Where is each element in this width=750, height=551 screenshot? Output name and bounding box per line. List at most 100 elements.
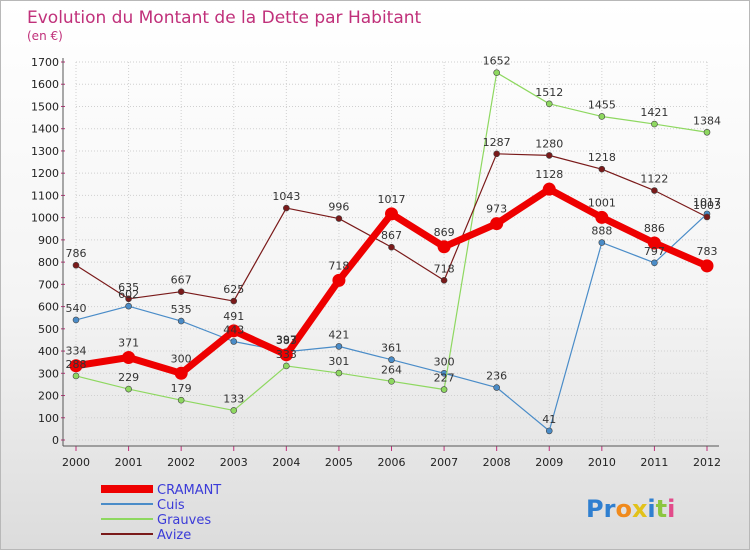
x-tick-label: 2009 xyxy=(535,456,563,469)
data-label: 397 xyxy=(276,334,297,347)
x-tick-label: 2011 xyxy=(640,456,668,469)
y-tick-label: 1700 xyxy=(31,56,59,69)
y-tick-label: 1100 xyxy=(31,189,59,202)
data-point xyxy=(230,407,238,414)
x-tick-label: 2001 xyxy=(115,456,143,469)
data-point xyxy=(72,372,80,380)
legend-label-cuis: Cuis xyxy=(157,498,185,513)
data-point xyxy=(493,384,500,391)
data-label: 996 xyxy=(328,201,349,214)
x-tick-label: 2012 xyxy=(693,456,721,469)
data-point xyxy=(703,128,711,136)
data-point xyxy=(335,215,343,222)
data-label: 1280 xyxy=(535,137,563,150)
data-point xyxy=(72,316,80,324)
data-label: 625 xyxy=(223,283,244,296)
data-label: 1001 xyxy=(588,196,616,209)
data-label: 973 xyxy=(486,203,507,216)
data-point xyxy=(174,366,188,380)
data-label: 667 xyxy=(171,274,192,287)
data-label: 1017 xyxy=(693,196,721,209)
chart-title: Evolution du Montant de la Dette par Hab… xyxy=(27,8,422,28)
data-point xyxy=(440,277,448,284)
data-point xyxy=(598,113,606,120)
y-tick-label: 1400 xyxy=(31,123,59,136)
data-label: 288 xyxy=(66,358,87,371)
data-label: 1017 xyxy=(378,193,406,206)
x-tick-label: 2005 xyxy=(325,456,353,469)
data-label: 867 xyxy=(381,229,402,242)
data-point xyxy=(279,348,293,362)
data-label: 443 xyxy=(223,323,244,336)
legend-label-grauves: Grauves xyxy=(157,513,211,528)
legend-label-avize: Avize xyxy=(157,528,191,543)
data-label: 301 xyxy=(328,355,349,368)
data-label: 133 xyxy=(223,392,244,405)
data-label: 1421 xyxy=(640,106,668,119)
data-point xyxy=(177,288,185,295)
data-label: 1128 xyxy=(535,168,563,181)
proxiti-logo: Proxiti xyxy=(586,495,675,523)
y-tick-label: 0 xyxy=(52,434,59,447)
data-label: 602 xyxy=(118,288,139,301)
y-tick-label: 600 xyxy=(38,301,59,314)
data-label: 491 xyxy=(223,310,244,323)
y-tick-label: 1200 xyxy=(31,167,59,180)
y-tick-label: 1600 xyxy=(31,78,59,91)
axes: 0 100 200 300 400 500 600 700 800 900 1000 1100 1200… xyxy=(31,56,721,469)
data-label: 540 xyxy=(66,302,87,315)
data-point xyxy=(283,204,290,212)
x-tick-label: 2006 xyxy=(378,456,406,469)
y-tick-label: 1000 xyxy=(31,212,59,225)
data-point xyxy=(335,343,343,350)
data-label: 1287 xyxy=(483,136,511,149)
data-point xyxy=(230,297,238,305)
data-point xyxy=(177,317,185,325)
data-point xyxy=(125,295,132,303)
data-label: 718 xyxy=(434,262,455,275)
data-point xyxy=(335,369,343,377)
y-tick-label: 100 xyxy=(38,412,59,425)
y-tick-label: 900 xyxy=(38,234,59,247)
data-label: 227 xyxy=(434,372,455,385)
data-point xyxy=(69,359,83,373)
data-label: 1512 xyxy=(535,86,563,99)
data-label: 1003 xyxy=(693,199,721,212)
data-point xyxy=(332,273,346,287)
data-point xyxy=(125,302,132,310)
y-tick-label: 300 xyxy=(38,367,59,380)
data-point xyxy=(388,243,395,251)
data-label: 300 xyxy=(171,352,192,365)
data-label: 1455 xyxy=(588,98,616,111)
data-label: 1043 xyxy=(272,190,300,203)
data-point xyxy=(227,324,241,338)
x-tick-label: 2003 xyxy=(220,456,248,469)
data-label: 535 xyxy=(171,303,192,316)
data-point xyxy=(440,386,448,393)
data-label: 797 xyxy=(644,245,665,258)
data-label: 869 xyxy=(434,226,455,239)
data-point xyxy=(493,150,500,158)
data-label: 421 xyxy=(328,328,349,341)
data-label: 179 xyxy=(171,382,192,395)
data-label: 383 xyxy=(276,334,297,347)
y-tick-label: 500 xyxy=(38,323,59,336)
data-label: 229 xyxy=(118,371,139,384)
chart-subtitle: (en €) xyxy=(27,29,63,43)
data-label: 718 xyxy=(328,259,349,272)
data-point xyxy=(598,165,606,173)
data-label: 264 xyxy=(381,363,402,376)
y-tick-label: 800 xyxy=(38,256,59,269)
data-point xyxy=(647,236,661,250)
data-point xyxy=(595,210,609,224)
series-layer xyxy=(69,69,714,435)
logo-text: Proxiti xyxy=(586,495,675,523)
data-label: 1384 xyxy=(693,114,721,127)
data-point xyxy=(598,239,606,246)
data-label: 361 xyxy=(381,342,402,355)
y-tick-label: 700 xyxy=(38,278,59,291)
data-label: 888 xyxy=(591,225,612,238)
data-point xyxy=(490,217,504,231)
